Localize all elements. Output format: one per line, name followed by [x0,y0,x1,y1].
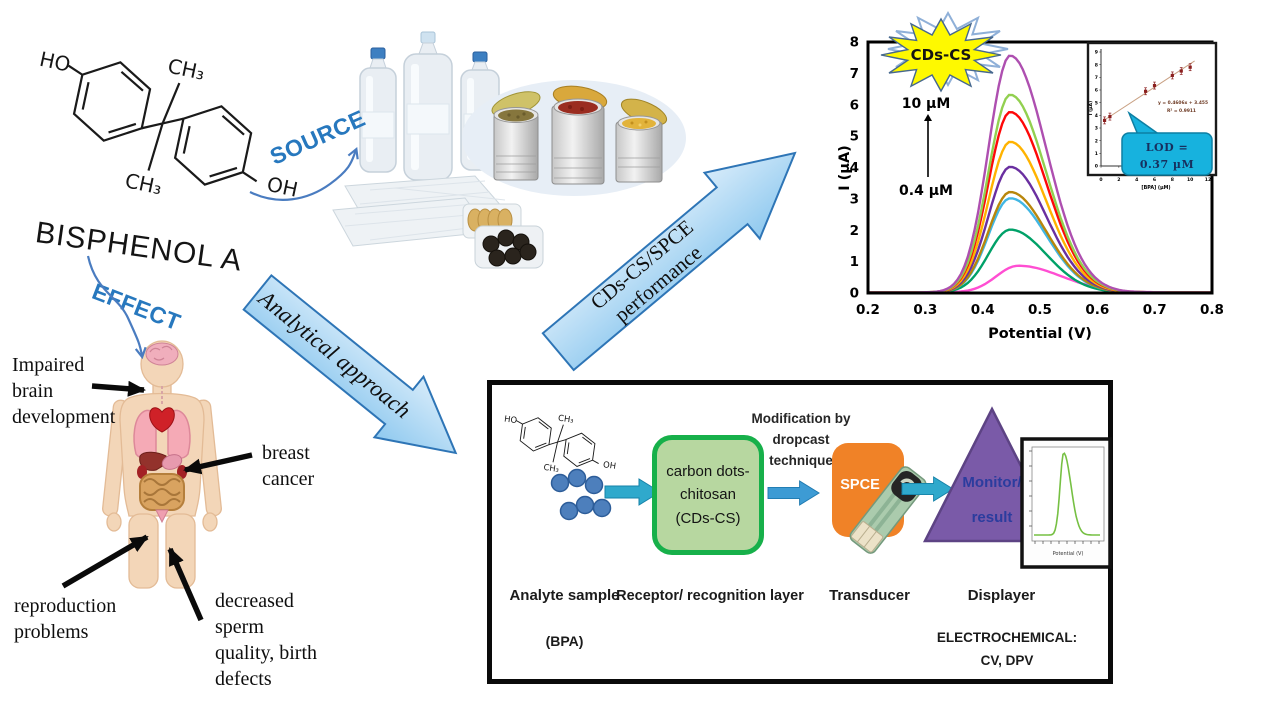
canned-food-image [462,80,686,196]
lod-callout: LOD = 0.37 µM [1121,110,1213,176]
carbon-dots-icon [550,468,612,521]
svg-text:0.37 µM: 0.37 µM [1140,158,1194,171]
effect-label: EFFECT [88,278,185,336]
human-body-image [102,340,222,589]
monitor-result-label: Monitor/ result [962,474,1022,527]
svg-text:y = 0.4606x + 3.455: y = 0.4606x + 3.455 [1158,100,1208,106]
svg-text:7: 7 [1095,75,1098,81]
calibration-point [1143,89,1148,93]
svg-text:5: 5 [1095,100,1098,106]
calibration-point [1170,73,1174,78]
svg-text:4: 4 [1095,113,1098,119]
svg-text:LOD =: LOD = [1146,141,1188,154]
dpv-chart: 0.2 0.3 0.4 0.5 0.6 0.7 0.8012345678Potential … [837,10,1224,342]
calibration-point [1102,118,1107,122]
svg-text:0.8: 0.8 [1200,302,1224,318]
svg-text:3: 3 [1095,126,1098,132]
svg-text:R² = 0.9911: R² = 0.9911 [1167,108,1196,114]
svg-text:1: 1 [1095,151,1098,157]
svg-text:4: 4 [1135,177,1138,183]
bpa-structure-image [15,26,321,229]
receptor-label: Receptor/ recognition layer [616,588,804,604]
receptor-box: carbon dots- chitosan (CDs-CS) [652,435,764,555]
svg-text:2: 2 [1117,177,1120,183]
svg-text:6: 6 [850,97,859,113]
svg-text:0.4: 0.4 [971,302,995,318]
analyte-label: Analyte sample [509,587,620,604]
svg-text:0: 0 [1099,177,1102,183]
starburst-badge [880,17,1002,93]
flow-arrow-icon [901,476,954,502]
svg-text:0.6: 0.6 [1085,302,1109,318]
performance-arrow: CDs-CS/SPCE performance [527,115,828,389]
svg-text:6: 6 [1095,88,1098,94]
svg-text:12: 12 [1205,177,1211,183]
svg-text:0: 0 [850,286,859,302]
svg-text:0.4 µM: 0.4 µM [899,183,953,199]
svg-text:[BPA] (µM): [BPA] (µM) [1141,185,1170,191]
calibration-point [1179,69,1183,73]
effect-reproduction-label: reproduction problems [14,595,117,643]
transducer-label: Transducer [829,587,910,604]
svg-text:0.7: 0.7 [1143,302,1167,318]
svg-text:10 µM: 10 µM [902,96,951,112]
svg-text:0.2: 0.2 [856,302,880,318]
effect-sperm-label: decreased sperm quality, birth defects [215,590,318,690]
svg-text:Potential (V): Potential (V) [1053,551,1084,557]
analytical-approach-arrow: Analytical approach [230,258,485,487]
svg-text:0.5: 0.5 [1028,302,1052,318]
svg-text:10: 10 [1187,177,1193,183]
electrochemical-label: ELECTROCHEMICAL: CV, DPV [936,630,1078,668]
svg-text:5: 5 [850,129,859,145]
calibration-point [1152,83,1157,88]
svg-text:4: 4 [850,160,859,176]
svg-text:2: 2 [850,223,859,239]
flow-arrow-icon [604,478,661,506]
calibration-point [1188,65,1192,69]
result-peak [1034,452,1100,536]
analyte-sub-label: (BPA) [545,633,584,649]
effect-breast-label: breast cancer [262,442,315,490]
svg-text:9: 9 [1095,50,1098,56]
svg-text:8: 8 [850,35,859,51]
svg-text:2: 2 [1095,138,1098,144]
biosensor-scheme-box: carbon dots- chitosan (CDs-CS) Modificat… [487,380,1113,684]
svg-text:I (µA): I (µA) [1088,101,1094,115]
svg-text:7: 7 [850,66,859,82]
svg-text:CDs-CS: CDs-CS [911,46,972,64]
spce-label: SPCE [840,477,880,493]
svg-text:Potential (V): Potential (V) [988,326,1092,342]
svg-text:0: 0 [1095,164,1098,170]
result-thumbnail-chart: Potential (V) [1020,437,1112,569]
svg-text:6: 6 [1153,177,1156,183]
svg-text:1: 1 [850,254,859,270]
svg-text:0.3: 0.3 [913,302,937,318]
displayer-label: Displayer [967,587,1036,604]
plastic-packaging-image [332,175,544,269]
svg-text:8: 8 [1171,177,1174,183]
flow-arrow-icon [767,480,820,506]
calibration-point [1108,115,1112,119]
effect-brain-label: Impaired brain development [12,354,116,428]
svg-text:I (µA): I (µA) [837,145,853,191]
svg-text:3: 3 [850,191,859,207]
svg-text:8: 8 [1095,62,1098,68]
modification-label: Modification by dropcast technique [751,411,851,468]
